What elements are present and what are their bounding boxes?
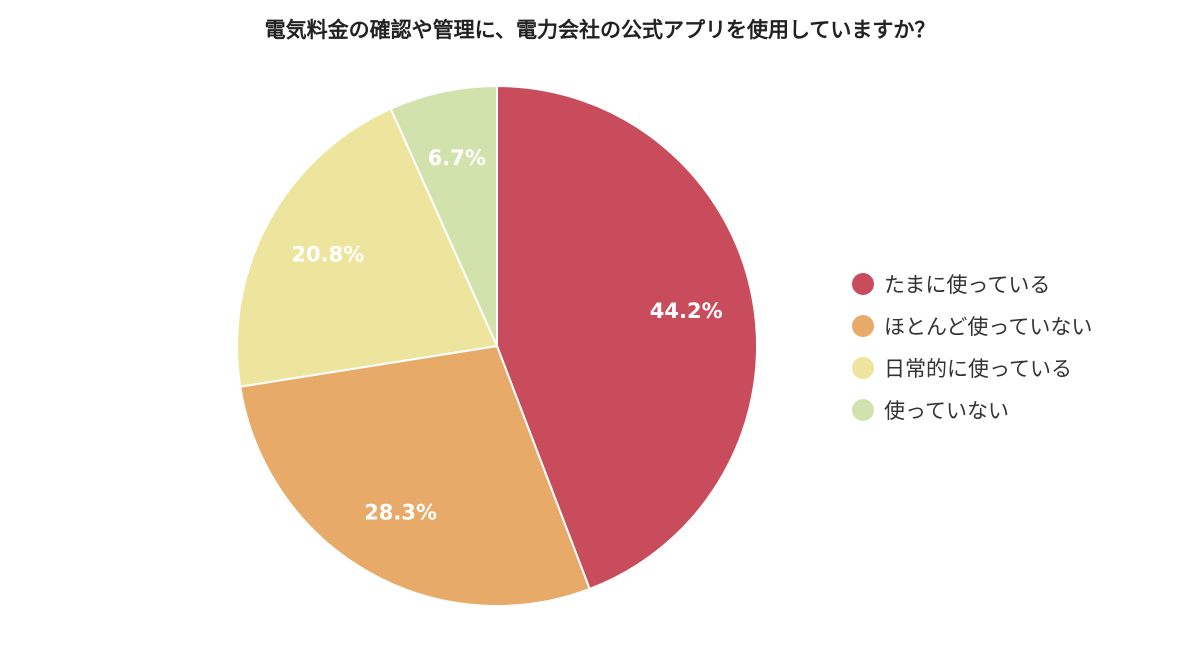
legend-item-3: 日常的に使っている [852, 347, 1092, 389]
legend-item-1: たまに使っている [852, 263, 1092, 305]
legend-label-3: 日常的に使っている [884, 357, 1072, 381]
legend-swatch-4 [852, 399, 874, 421]
legend-label-2: ほとんど使っていない [884, 315, 1093, 339]
slice-value-label-3: 20.8% [291, 242, 364, 266]
chart-title: 電気料金の確認や管理に、電力会社の公式アプリを使用していますか？ [264, 18, 936, 42]
pie-slice-labels: 44.2% 28.3% 20.8% 6.7% [291, 146, 722, 525]
slice-value-label-2: 28.3% [364, 501, 437, 525]
pie-slice-1 [496, 84, 758, 591]
slice-value-label-1: 44.2% [650, 299, 723, 323]
pie-slice-4 [389, 84, 498, 347]
legend-label-4: 使っていない [884, 399, 1009, 423]
slice-value-label-4: 6.7% [428, 146, 486, 170]
pie-slice-2 [239, 344, 591, 607]
pie-slices [236, 84, 758, 607]
legend-swatch-2 [852, 315, 874, 337]
legend-label-1: たまに使っている [884, 273, 1051, 297]
legend-swatch-3 [852, 357, 874, 379]
legend-item-4: 使っていない [852, 389, 1092, 431]
pie-slice-3 [236, 107, 499, 388]
legend-item-2: ほとんど使っていない [852, 305, 1092, 347]
legend: たまに使っているほとんど使っていない 日常的に使っている 使っていない [852, 263, 1092, 431]
legend-swatch-1 [852, 273, 874, 295]
